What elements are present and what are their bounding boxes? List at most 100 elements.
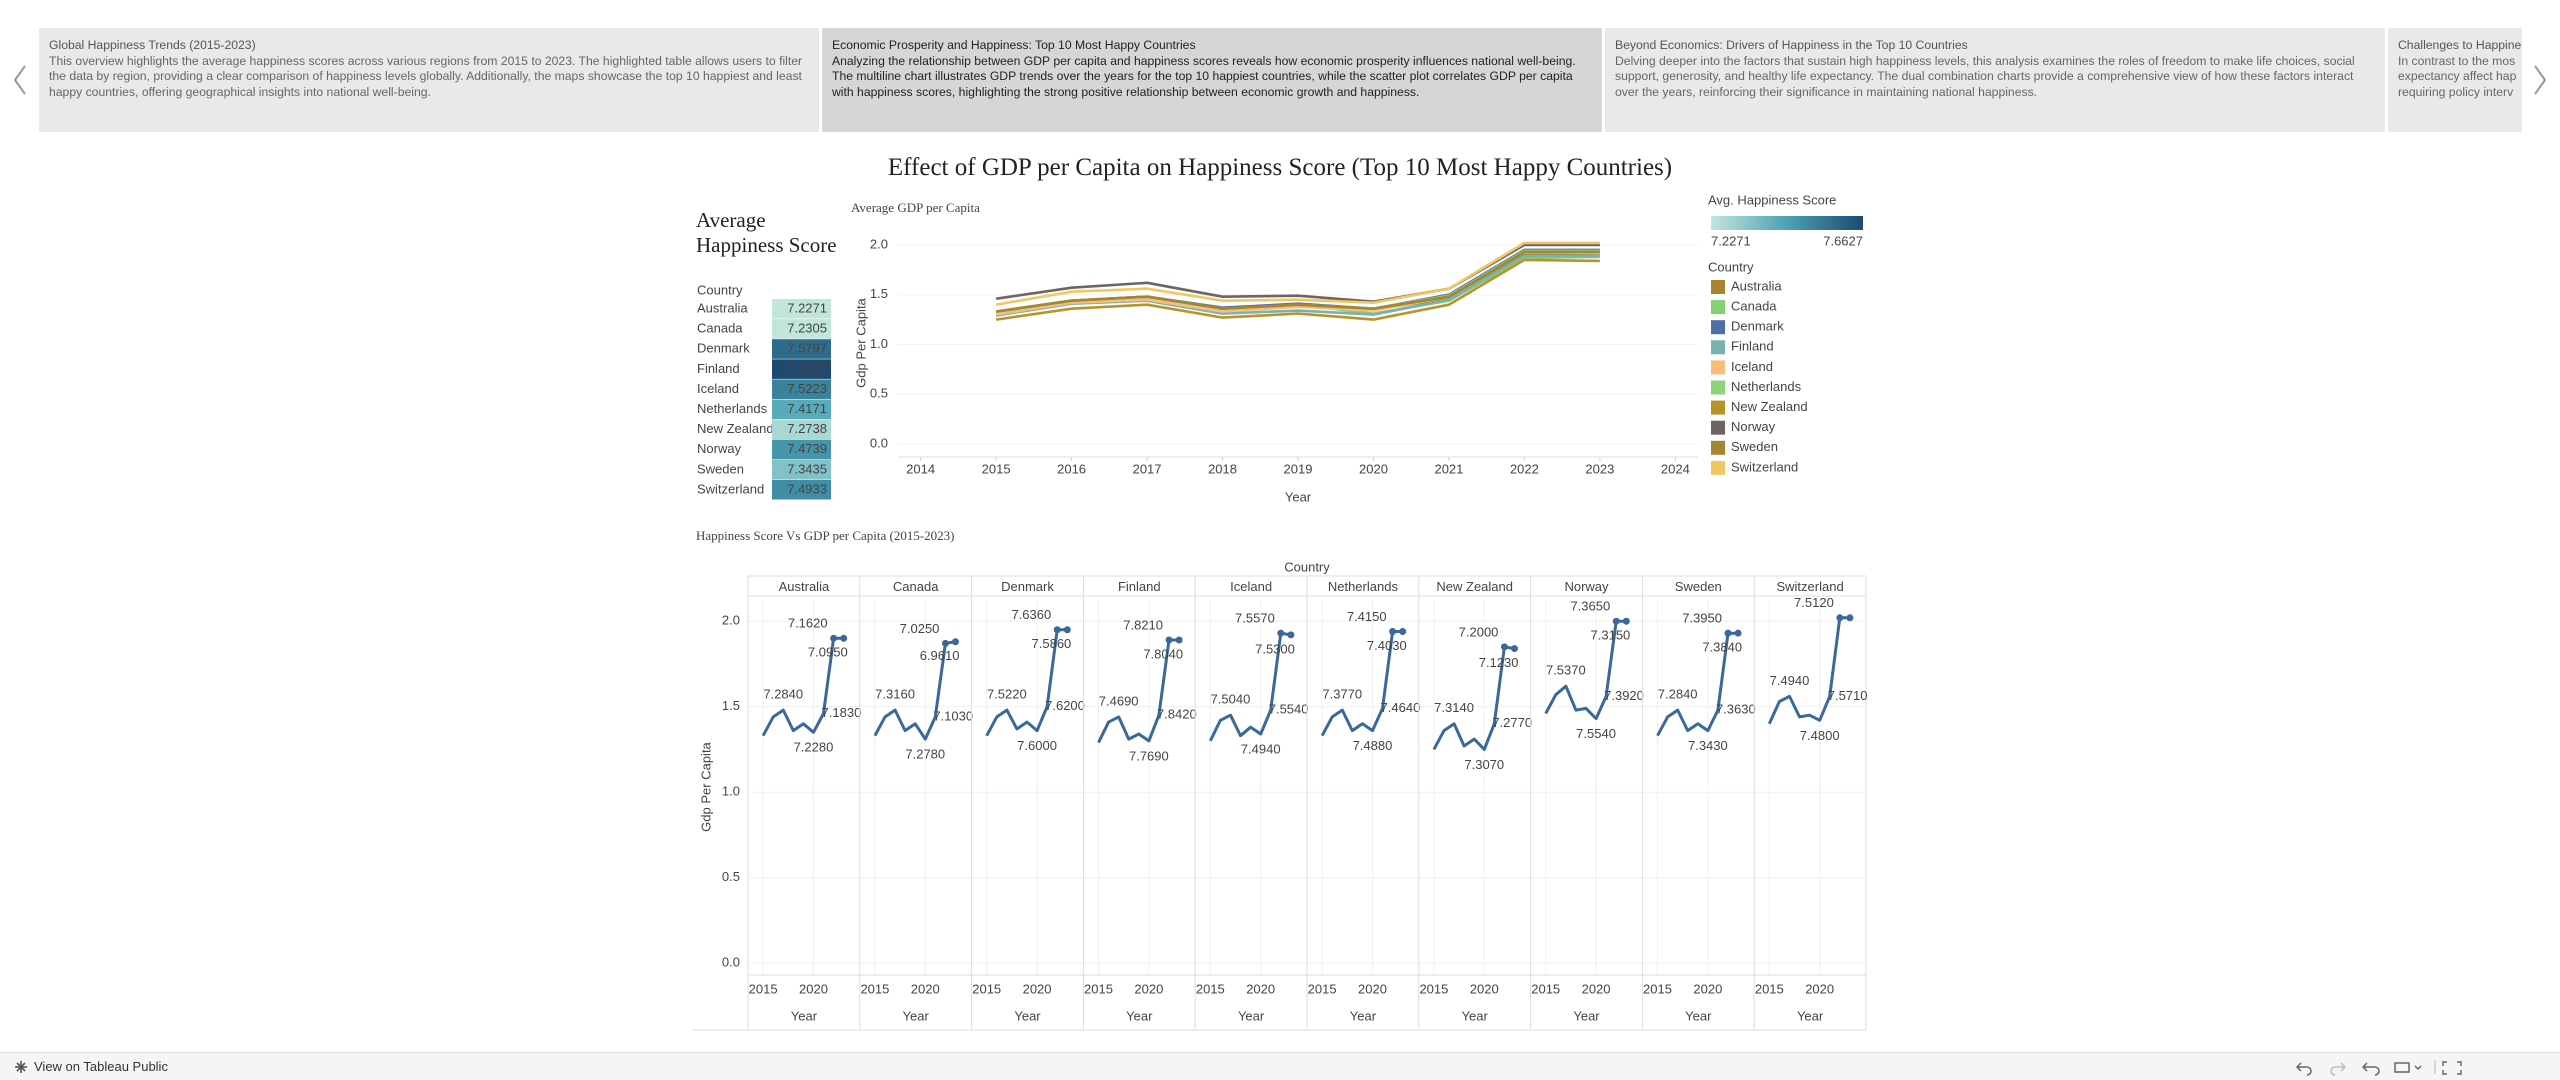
x-tick-label: 2015 bbox=[1755, 981, 1784, 996]
tab-body: In contrast to the mos expectancy affect… bbox=[2398, 53, 2517, 99]
story-tab[interactable]: Global Happiness Trends (2015-2023) This … bbox=[39, 28, 819, 132]
story-tab[interactable]: Beyond Economics: Drivers of Happiness i… bbox=[1605, 28, 2385, 132]
point bbox=[1165, 636, 1173, 644]
legend-label: Iceland bbox=[1731, 359, 1773, 374]
row-label: Switzerland bbox=[697, 481, 764, 496]
point-label: 7.5300 bbox=[1255, 641, 1295, 656]
chart-title: Average Happiness Score bbox=[696, 208, 837, 257]
next-arrow[interactable] bbox=[2530, 62, 2550, 98]
row-label: Australia bbox=[697, 300, 748, 315]
point-label: 7.3840 bbox=[1702, 640, 1742, 655]
story-tab[interactable]: Economic Prosperity and Happiness: Top 1… bbox=[822, 28, 1602, 132]
x-tick-label: 2019 bbox=[1284, 461, 1313, 476]
point-label: 7.6000 bbox=[1017, 738, 1057, 753]
view-on-tableau-link[interactable]: View on Tableau Public bbox=[34, 1059, 168, 1074]
row-label: New Zealand bbox=[697, 421, 774, 436]
point-label: 7.5540 bbox=[1269, 702, 1309, 717]
x-tick-label: 2020 bbox=[1358, 981, 1387, 996]
undo-button[interactable] bbox=[2295, 1062, 2312, 1076]
line bbox=[995, 241, 1600, 306]
line bbox=[873, 640, 956, 741]
share-menu[interactable] bbox=[2414, 1065, 2422, 1071]
legend-title: Country bbox=[1708, 259, 1754, 274]
share-button[interactable] bbox=[2394, 1062, 2410, 1073]
x-tick-label: 2020 bbox=[1134, 981, 1163, 996]
redo-button[interactable] bbox=[2330, 1062, 2347, 1076]
legend-swatch bbox=[1711, 360, 1725, 375]
x-axis-label: Year bbox=[1573, 1008, 1600, 1023]
row-label: Norway bbox=[697, 441, 742, 456]
dashboard-charts: Country Australia 7.2271 Canada 7.2305 Denmar… bbox=[692, 192, 1868, 1031]
row-label: Canada bbox=[697, 321, 743, 336]
point bbox=[941, 639, 949, 647]
y-axis-label: Gdp Per Capita bbox=[698, 741, 713, 831]
line bbox=[1656, 631, 1739, 737]
x-tick-label: 2020 bbox=[1805, 981, 1834, 996]
row-header: Country bbox=[697, 282, 743, 297]
story-tab[interactable]: Challenges to Happine In contrast to the … bbox=[2388, 28, 2522, 132]
point-label: 7.2780 bbox=[905, 747, 945, 762]
legend-swatch bbox=[1711, 340, 1725, 355]
x-axis-label: Year bbox=[1685, 1008, 1712, 1023]
tab-title: Global Happiness Trends (2015-2023) bbox=[49, 38, 256, 52]
tab-body: Delving deeper into the factors that sus… bbox=[1615, 53, 2355, 99]
x-tick-label: 2016 bbox=[1057, 461, 1086, 476]
cell-label: 7.2305 bbox=[787, 321, 827, 336]
point-label: 7.4150 bbox=[1347, 609, 1387, 624]
y-tick-label: 1.0 bbox=[722, 784, 740, 799]
tableau-icon bbox=[15, 1061, 27, 1073]
legend-min: 7.2271 bbox=[1711, 233, 1751, 248]
facet-label: Switzerland bbox=[1776, 579, 1843, 594]
cell-label: 7.6627 bbox=[787, 361, 827, 376]
point-label: 7.3150 bbox=[1591, 628, 1631, 643]
revert-button[interactable] bbox=[2361, 1062, 2380, 1076]
x-tick-label: 2015 bbox=[1196, 981, 1225, 996]
dashboard-title: Effect of GDP per Capita on Happiness Sc… bbox=[887, 154, 1673, 181]
line bbox=[1208, 631, 1292, 742]
row-label: Netherlands bbox=[697, 401, 768, 416]
point-label: 7.2840 bbox=[1658, 687, 1698, 702]
cell-label: 7.4933 bbox=[787, 481, 827, 496]
x-axis-label: Year bbox=[903, 1008, 930, 1023]
y-tick-label: 0.0 bbox=[870, 435, 888, 450]
point bbox=[1399, 627, 1407, 635]
legend-label: Sweden bbox=[1731, 439, 1778, 454]
facet-label: Norway bbox=[1564, 579, 1609, 594]
cell-label: 7.2271 bbox=[787, 300, 827, 315]
point bbox=[1734, 629, 1742, 637]
x-axis-label: Year bbox=[791, 1008, 818, 1023]
point-label: 7.0250 bbox=[900, 621, 940, 636]
prev-arrow[interactable] bbox=[10, 62, 30, 98]
point-label: 7.5570 bbox=[1235, 611, 1275, 626]
point-label: 7.5540 bbox=[1576, 726, 1616, 741]
point-label: 7.1620 bbox=[788, 616, 828, 631]
point-label: 7.5040 bbox=[1211, 692, 1251, 707]
line bbox=[1544, 619, 1627, 721]
heat-cell bbox=[772, 439, 831, 460]
x-tick-label: 2015 bbox=[1643, 981, 1672, 996]
point-label: 7.2770 bbox=[1492, 715, 1532, 730]
legend-label: New Zealand bbox=[1731, 399, 1808, 414]
x-tick-label: 2015 bbox=[860, 981, 889, 996]
legend-swatch bbox=[1711, 440, 1725, 455]
x-tick-label: 2015 bbox=[749, 981, 778, 996]
x-tick-label: 2015 bbox=[1419, 981, 1448, 996]
cell-label: 7.5797 bbox=[787, 341, 827, 356]
heat-cell bbox=[772, 459, 831, 480]
x-tick-label: 2015 bbox=[1531, 981, 1560, 996]
point-label: 7.3160 bbox=[875, 687, 915, 702]
legend-max: 7.6627 bbox=[1823, 233, 1863, 248]
color-bar bbox=[1711, 216, 1863, 230]
legend-label: Netherlands bbox=[1731, 379, 1802, 394]
facet-label: Finland bbox=[1118, 579, 1161, 594]
point-label: 7.8040 bbox=[1143, 646, 1183, 661]
legend-swatch bbox=[1711, 460, 1725, 475]
x-tick-label: 2020 bbox=[1582, 981, 1611, 996]
row-label: Sweden bbox=[697, 461, 744, 476]
fullscreen-button[interactable] bbox=[2442, 1061, 2462, 1075]
point-label: 7.6200 bbox=[1045, 698, 1085, 713]
point bbox=[1500, 643, 1508, 651]
point-label: 6.9610 bbox=[920, 648, 960, 663]
point-label: 7.4940 bbox=[1770, 673, 1810, 688]
